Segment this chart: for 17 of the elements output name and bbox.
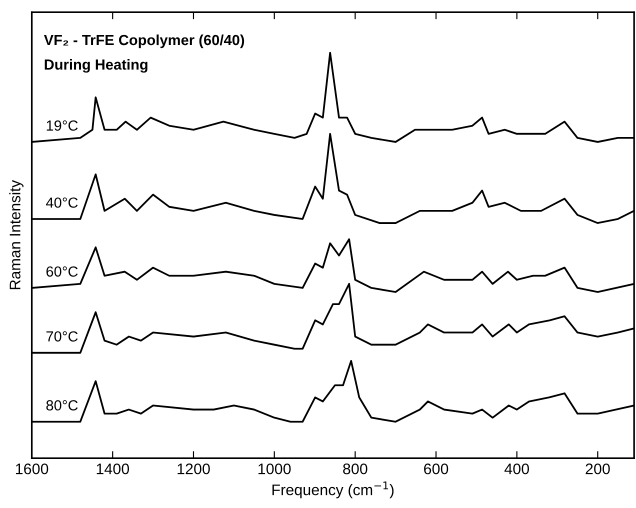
x-tick-label: 1200 (178, 463, 210, 474)
series-label: 19°C (46, 120, 78, 131)
chart-title: VF₂ - TrFE Copolymer (60/40) (44, 34, 244, 48)
x-tick-label: 1600 (16, 463, 48, 474)
series-label: 40°C (46, 197, 78, 208)
x-axis-title: Frequency (cm$^{−1}$) (272, 481, 394, 498)
series-label: 70°C (46, 331, 78, 342)
series-label: 60°C (46, 266, 78, 277)
x-tick-label: 600 (424, 463, 448, 474)
x-tick-label: 400 (504, 463, 530, 474)
y-axis-title: Raman Intensity (9, 180, 24, 290)
series-label: 80°C (46, 400, 78, 411)
x-tick-label: 800 (343, 463, 368, 474)
chart-subtitle: During Heating (44, 59, 148, 73)
x-tick-label: 1000 (258, 463, 291, 474)
x-tick-label: 200 (586, 463, 610, 474)
x-tick-label: 1400 (96, 463, 130, 474)
